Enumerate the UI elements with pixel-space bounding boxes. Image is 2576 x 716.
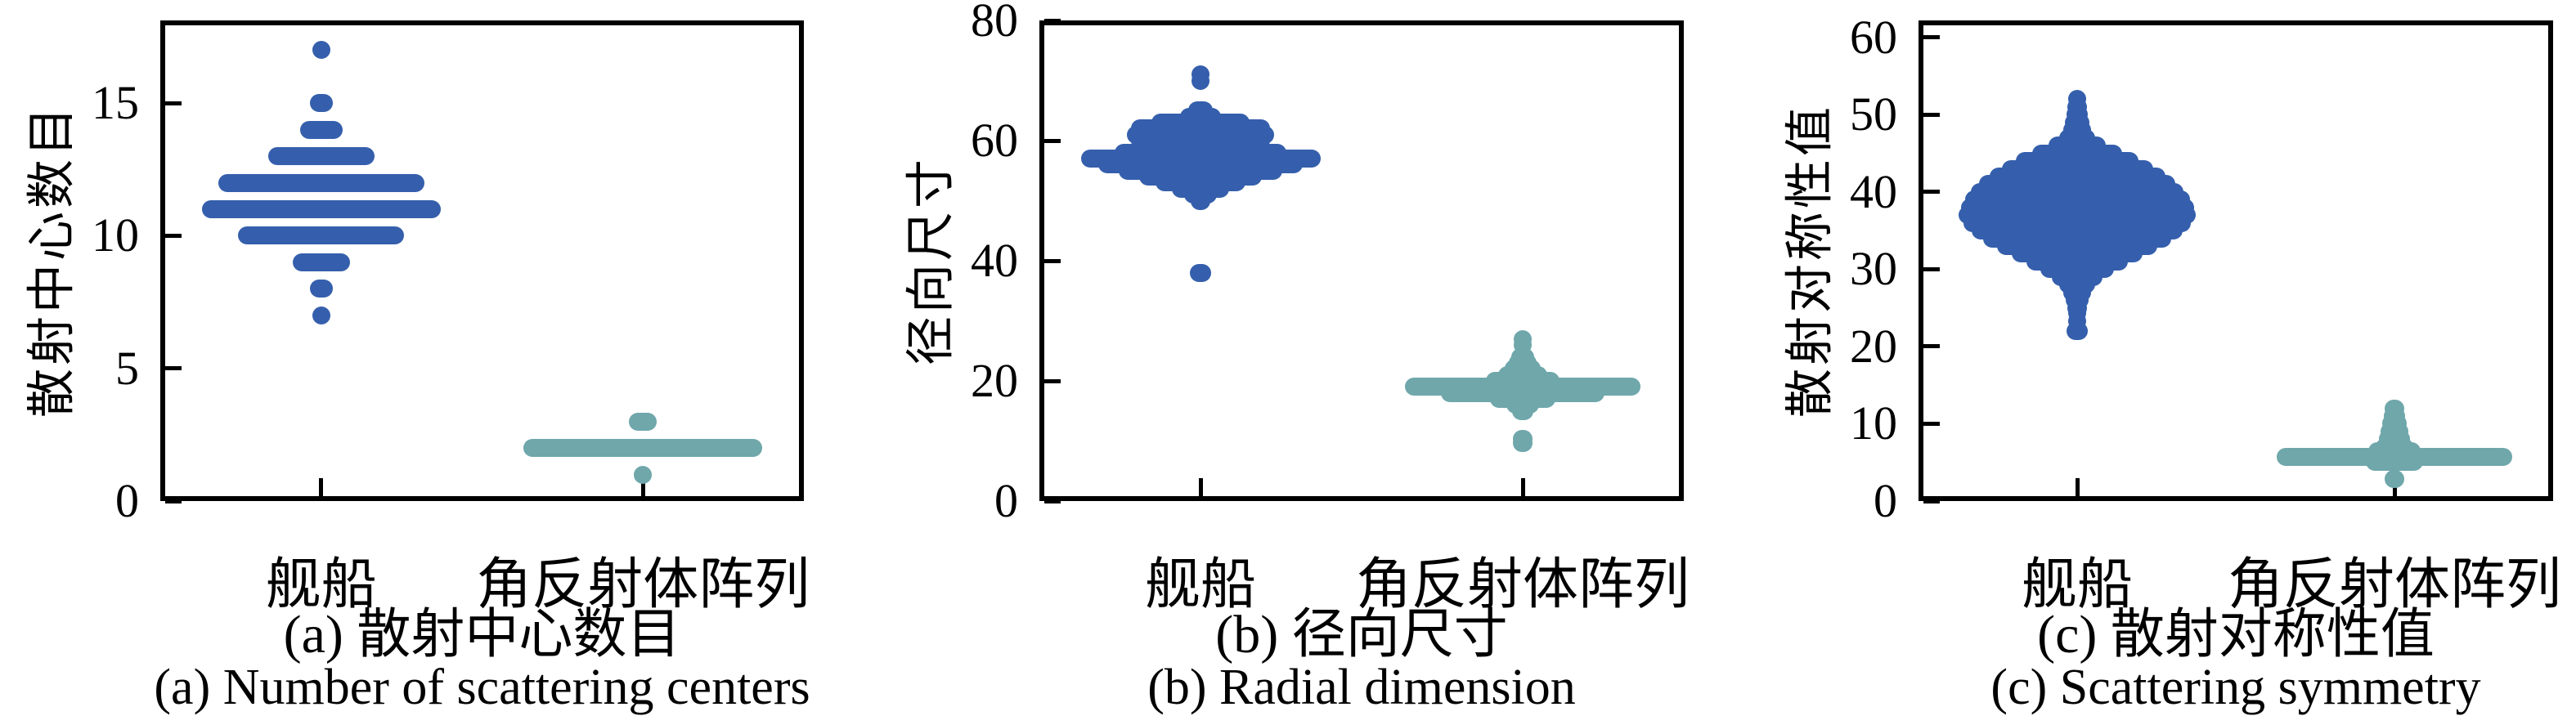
swarm-row-ship [267,147,375,166]
swarm-row-reflector [1512,401,1533,420]
y-tick-mark [1923,35,1940,40]
plot-area-c [1919,20,2553,501]
swarm-row-ship [312,306,330,324]
caption-zh-a: (a) 散射中心数目 [283,605,681,665]
x-category-label: 角反射体阵列 [1355,553,1690,615]
swarm-row-reflector [634,465,653,484]
swarm-row-reflector [1513,433,1533,452]
swarm-row-reflector [629,412,657,431]
y-tick-label: 0 [1874,474,1897,527]
panel-a: 散射中心数目 (a) 散射中心数目 (a) Number of scatteri… [0,0,859,716]
x-category-label: 舰船 [265,553,377,615]
y-tick-label: 20 [1850,319,1897,373]
y-tick-mark [165,233,182,238]
swarm-row-ship [299,120,343,139]
y-tick-label: 20 [971,354,1018,407]
plot-area-a [160,20,804,501]
swarm-row-ship [309,94,333,113]
panel-b: 径向尺寸 (b) 径向尺寸 (b) Radial dimension 0 20 40… [859,0,1717,716]
swarm-row-ship [2067,322,2088,341]
y-tick-mark [1923,421,1940,426]
y-tick-mark [1044,258,1061,263]
swarm-row-ship [292,253,350,271]
plot-area-b [1039,20,1684,501]
y-tick-mark [1044,499,1061,503]
y-tick-mark [165,366,182,371]
swarm-row-ship [309,280,333,298]
y-tick-mark [1923,344,1940,349]
swarm-row-reflector [2385,469,2404,488]
y-tick-label: 5 [115,341,139,395]
swarm-row-ship [312,41,330,60]
swarm-row-ship [218,173,424,192]
swarm-row-ship [1192,71,1209,90]
x-category-label: 舰船 [1144,553,1256,615]
y-tick-label: 10 [1850,396,1897,450]
x-tick-mark [319,478,324,496]
swarm-row-ship [201,200,441,219]
x-category-label: 角反射体阵列 [2227,553,2561,615]
caption-zh-c: (c) 散射对称性值 [2037,605,2435,665]
caption-zh-b: (b) 径向尺寸 [1215,605,1508,665]
y-tick-label: 0 [994,474,1018,527]
y-tick-label: 0 [115,474,139,527]
x-category-label: 角反射体阵列 [476,553,810,615]
swarm-row-reflector [2366,452,2423,471]
y-tick-label: 15 [92,76,139,130]
y-tick-mark [165,499,182,503]
panel-c: 散射对称性值 (c) 散射对称性值 (c) Scattering symmetr… [1717,0,2576,716]
y-tick-mark [1044,138,1061,143]
swarm-row-ship [238,226,405,245]
y-tick-label: 60 [971,114,1018,167]
y-tick-mark [1923,499,1940,503]
y-tick-mark [1044,18,1061,23]
y-tick-mark [165,101,182,105]
y-tick-label: 80 [971,0,1018,47]
y-tick-mark [1923,112,1940,117]
y-tick-label: 60 [1850,10,1897,64]
y-tick-label: 40 [1850,164,1897,218]
swarm-row-ship [1191,191,1210,210]
swarm-row-ship [1190,263,1211,282]
x-tick-mark [1198,478,1203,496]
x-tick-mark [640,478,645,496]
y-tick-mark [1044,378,1061,383]
y-tick-label: 10 [92,208,139,262]
x-tick-mark [2075,478,2080,496]
y-tick-mark [1923,190,1940,195]
y-tick-label: 50 [1850,87,1897,141]
y-tick-mark [1923,266,1940,271]
caption-en-a: (a) Number of scattering centers [154,660,810,715]
x-tick-mark [1520,478,1525,496]
y-tick-label: 40 [971,234,1018,287]
swarm-row-reflector [523,439,763,458]
y-tick-label: 30 [1850,242,1897,296]
x-category-label: 舰船 [2021,553,2133,615]
caption-en-b: (b) Radial dimension [1147,660,1576,715]
caption-en-c: (c) Scattering symmetry [1990,660,2481,715]
